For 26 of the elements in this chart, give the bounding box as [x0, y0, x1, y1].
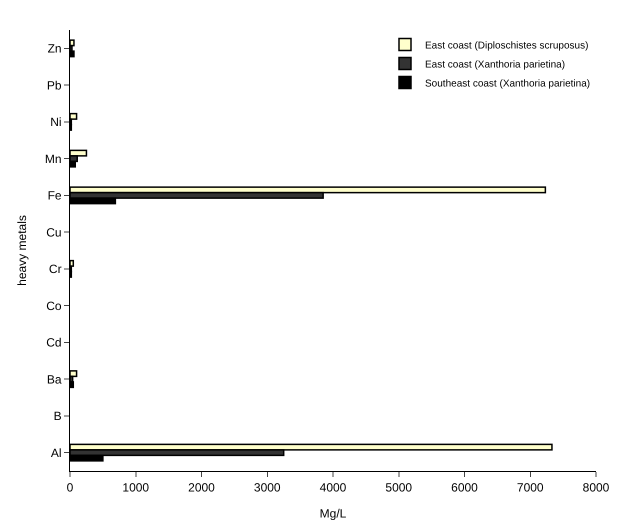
x-tick-label: 3000: [254, 480, 281, 494]
y-tick-label: Co: [46, 298, 62, 313]
y-axis-title: heavy metals: [15, 215, 30, 286]
x-tick-label: 2000: [188, 480, 216, 494]
x-tick-label: 0: [66, 480, 74, 494]
y-tick-label: Mn: [44, 152, 62, 166]
y-tick-label: Cu: [46, 225, 62, 240]
y-tick-label: Ni: [50, 115, 62, 130]
y-tick-label: B: [54, 409, 62, 424]
legend-label: Southeast coast (Xanthoria parietina): [425, 78, 590, 90]
x-tick-label: 4000: [320, 480, 347, 494]
x-tick-label: 8000: [582, 480, 610, 494]
y-tick-label: Ba: [46, 372, 62, 386]
y-tick-label: Cd: [46, 336, 62, 350]
y-tick-label: Fe: [48, 188, 62, 203]
x-axis-title: Mg/L: [320, 506, 347, 520]
x-tick-label: 7000: [516, 480, 544, 494]
x-tick-label: 6000: [451, 480, 478, 494]
y-tick-label: Pb: [46, 78, 62, 92]
y-tick-label: Cr: [48, 262, 62, 276]
x-tick-label: 5000: [385, 480, 412, 494]
y-tick-label: Zn: [48, 42, 62, 56]
x-tick-label: 1000: [122, 480, 150, 494]
legend-label: East coast (Diploschistes scruposus): [425, 40, 588, 52]
legend-label: East coast (Xanthoria parietina): [425, 59, 566, 70]
y-tick-label: Al: [50, 446, 62, 460]
